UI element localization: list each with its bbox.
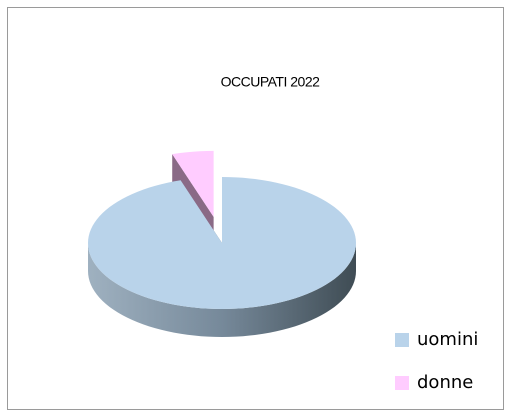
legend-swatch [395, 376, 409, 390]
legend-label: donne [417, 372, 473, 393]
legend-swatch [395, 333, 409, 347]
slice-side [88, 243, 356, 337]
slice [172, 150, 214, 217]
chart-title: OCCUPATI 2022 [221, 74, 321, 90]
legend-label: uomini [417, 329, 478, 350]
slice [88, 177, 356, 309]
